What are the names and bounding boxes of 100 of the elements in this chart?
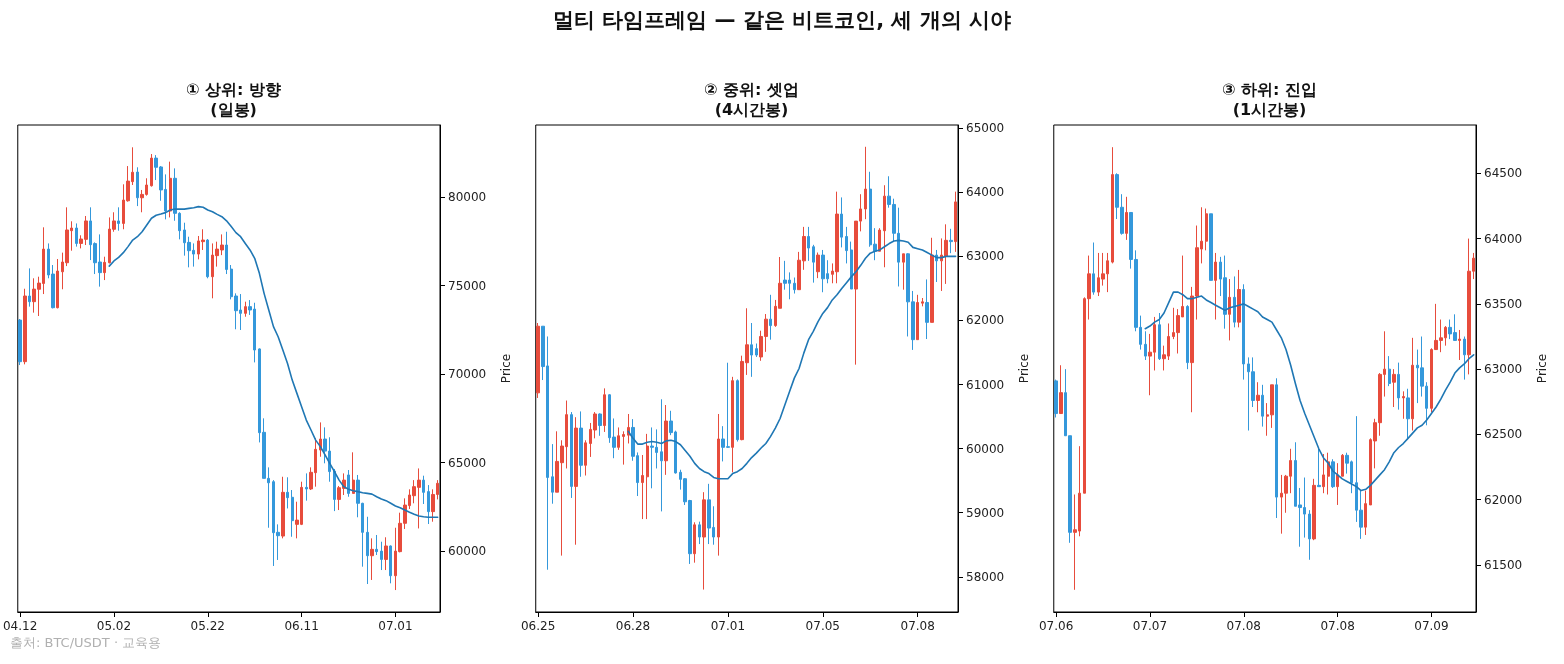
candlestick — [864, 146, 867, 220]
chart-title: ① 상위: 방향 (일봉) — [185, 79, 282, 119]
candlestick — [850, 241, 853, 290]
line-series — [108, 205, 439, 519]
y-tick-label: 62000 — [1484, 492, 1523, 507]
candlestick — [286, 476, 289, 509]
candlestick — [731, 376, 734, 473]
candlestick — [793, 277, 796, 295]
candlestick — [707, 483, 711, 545]
candlestick — [333, 468, 336, 512]
candlestick — [1275, 377, 1278, 519]
candlestick — [56, 258, 59, 309]
y-tick-label: 62000 — [966, 313, 1005, 328]
candlestick — [641, 454, 644, 520]
x-tick-label: 06.28 — [615, 619, 651, 633]
y-tick-label: 64500 — [1484, 166, 1523, 181]
y-tick-label: 63000 — [1484, 362, 1523, 377]
x-tick-label: 07.07 — [1132, 619, 1168, 633]
candlestick — [150, 153, 153, 188]
candlestick — [389, 544, 392, 584]
y-tick-label: 65000 — [448, 455, 487, 470]
candlestick — [536, 322, 540, 399]
x-tick-label: 06.25 — [520, 619, 556, 633]
candlestick — [845, 226, 848, 264]
y-tick-label: 64000 — [1484, 231, 1523, 246]
candlestick — [1144, 330, 1147, 361]
candlestick — [693, 521, 696, 564]
y-tick-label: 58000 — [966, 569, 1005, 584]
candlestick — [427, 484, 430, 525]
x-tick-label: 05.22 — [190, 619, 225, 633]
candlestick — [925, 278, 929, 340]
candlestick — [812, 244, 815, 284]
candlestick — [1467, 238, 1471, 375]
candlestick — [206, 238, 209, 279]
candlestick — [1256, 381, 1260, 413]
candlestick — [370, 537, 374, 581]
candlestick — [169, 161, 172, 218]
candlestick — [1205, 208, 1208, 251]
candlestick — [1411, 337, 1414, 432]
candlestick — [380, 541, 383, 571]
candlestick — [1406, 388, 1410, 441]
x-tick-label: 07.08 — [900, 619, 935, 633]
candlestick — [1322, 453, 1325, 494]
candlestick — [375, 534, 378, 556]
candlestick — [1364, 490, 1367, 536]
candlestick — [698, 521, 701, 545]
candlestick — [921, 297, 924, 307]
y-tick-label: 63500 — [1484, 296, 1523, 311]
candlestick — [835, 191, 839, 284]
candlestick — [1092, 242, 1095, 296]
y-axis-title: Price — [1535, 353, 1549, 384]
candlestick — [584, 439, 587, 477]
candlestick — [579, 410, 583, 478]
candlestick — [244, 301, 247, 318]
y-tick-label: 75000 — [448, 278, 487, 293]
candlestick — [617, 426, 620, 451]
y-tick-label: 70000 — [448, 367, 487, 382]
chart-title: ③ 하위: 진입 (1시간봉) — [1221, 79, 1318, 119]
candlestick — [878, 227, 881, 252]
candlestick — [1228, 278, 1231, 341]
candlestick — [736, 378, 739, 443]
candlestick — [1158, 312, 1161, 361]
candlestick — [1312, 478, 1316, 541]
candlestick — [598, 412, 602, 437]
candlestick — [551, 443, 554, 505]
candlestick — [807, 226, 810, 262]
candlestick — [1186, 304, 1189, 370]
candlestick — [23, 288, 27, 365]
candlestick — [1463, 336, 1466, 381]
candlestick — [291, 489, 294, 538]
candlestick — [1317, 448, 1321, 488]
candlestick — [664, 404, 668, 476]
candlestick — [717, 413, 720, 557]
candlestick — [384, 536, 388, 571]
candlestick — [702, 491, 706, 591]
candlestick — [1388, 355, 1391, 387]
candlestick — [916, 294, 919, 341]
candlestick — [1209, 213, 1213, 281]
candlestick — [1458, 329, 1461, 361]
source-note: 출처: BTC/USDT · 교육용 — [10, 634, 162, 652]
candlestick — [422, 475, 425, 505]
candlestick — [574, 416, 578, 546]
candlestick — [1308, 509, 1311, 561]
candlestick — [840, 196, 843, 248]
candlestick — [902, 253, 905, 291]
x-tick-label: 07.06 — [1038, 619, 1074, 633]
candlestick — [1125, 196, 1128, 241]
x-tick-label: 07.08 — [1226, 619, 1261, 633]
candlestick — [930, 237, 934, 323]
y-tick-label: 63000 — [966, 249, 1005, 264]
candlestick — [1242, 283, 1245, 381]
line-series — [1144, 291, 1475, 492]
x-tick-label: 05.02 — [96, 619, 132, 633]
candlestick — [1223, 255, 1227, 330]
y-tick-label: 62500 — [1484, 427, 1523, 442]
y-tick-label: 61500 — [1484, 558, 1523, 572]
y-tick-label: 60000 — [966, 441, 1005, 456]
candlestick — [1111, 146, 1114, 264]
candlestick — [603, 387, 606, 433]
y-axis-title: Price — [499, 353, 513, 384]
